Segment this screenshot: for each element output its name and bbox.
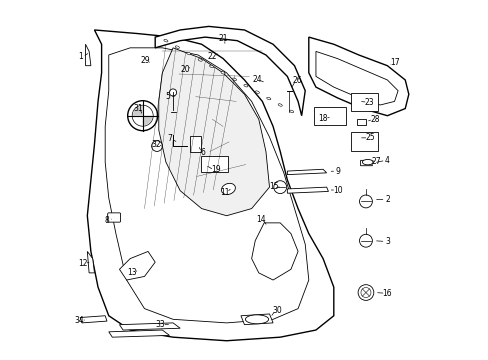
Circle shape	[169, 89, 176, 96]
Polygon shape	[133, 106, 142, 116]
Text: 27: 27	[370, 157, 380, 166]
Circle shape	[357, 285, 373, 300]
Text: 17: 17	[389, 58, 399, 67]
Text: 25: 25	[365, 133, 374, 142]
FancyBboxPatch shape	[107, 213, 121, 222]
Polygon shape	[108, 330, 169, 337]
Text: 9: 9	[335, 167, 340, 176]
Text: 34: 34	[75, 315, 84, 324]
FancyBboxPatch shape	[313, 107, 346, 125]
Ellipse shape	[221, 72, 224, 74]
Text: 5: 5	[165, 91, 170, 100]
PathPatch shape	[87, 30, 333, 341]
Ellipse shape	[362, 159, 372, 165]
Polygon shape	[80, 316, 107, 323]
Text: 4: 4	[384, 156, 389, 165]
Text: 22: 22	[207, 52, 217, 61]
Circle shape	[360, 288, 370, 297]
Text: 8: 8	[104, 216, 109, 225]
Polygon shape	[251, 223, 298, 280]
PathPatch shape	[159, 48, 269, 216]
Text: 26: 26	[292, 76, 302, 85]
Text: 11: 11	[220, 188, 229, 197]
Text: 3: 3	[384, 237, 389, 246]
Ellipse shape	[221, 183, 235, 194]
Circle shape	[273, 181, 286, 194]
Text: 14: 14	[255, 215, 265, 224]
Ellipse shape	[244, 85, 247, 87]
Ellipse shape	[278, 104, 282, 106]
Polygon shape	[119, 323, 180, 330]
Text: 18: 18	[318, 114, 327, 123]
Ellipse shape	[255, 91, 259, 93]
PathPatch shape	[315, 51, 397, 105]
Text: 10: 10	[333, 185, 342, 194]
Polygon shape	[87, 251, 94, 273]
Text: 6: 6	[201, 148, 205, 157]
Text: 28: 28	[369, 115, 379, 124]
Ellipse shape	[175, 46, 179, 48]
Text: 2: 2	[384, 195, 389, 204]
FancyBboxPatch shape	[190, 136, 200, 152]
Text: 24: 24	[252, 76, 261, 85]
Text: 21: 21	[218, 35, 227, 44]
Polygon shape	[85, 44, 91, 66]
Circle shape	[132, 105, 153, 126]
Text: 1: 1	[79, 52, 83, 61]
PathPatch shape	[105, 48, 308, 323]
Polygon shape	[241, 314, 272, 325]
Text: 13: 13	[127, 268, 137, 277]
Text: 19: 19	[211, 166, 220, 175]
Text: 16: 16	[382, 289, 391, 298]
Ellipse shape	[245, 315, 268, 324]
Ellipse shape	[163, 40, 167, 42]
FancyBboxPatch shape	[350, 93, 377, 111]
Text: 32: 32	[151, 140, 161, 149]
PathPatch shape	[155, 26, 305, 116]
Polygon shape	[360, 160, 372, 166]
Text: 15: 15	[268, 182, 278, 191]
Polygon shape	[356, 119, 365, 125]
Circle shape	[151, 141, 162, 152]
Text: 29: 29	[140, 56, 150, 65]
Text: 23: 23	[364, 98, 374, 107]
Polygon shape	[287, 169, 326, 175]
Ellipse shape	[266, 97, 270, 100]
Ellipse shape	[198, 59, 202, 61]
Text: 33: 33	[155, 320, 165, 329]
Polygon shape	[142, 116, 152, 125]
Ellipse shape	[186, 52, 190, 55]
Polygon shape	[287, 187, 328, 193]
FancyBboxPatch shape	[350, 132, 377, 151]
Ellipse shape	[209, 65, 213, 68]
Circle shape	[359, 195, 372, 208]
Ellipse shape	[232, 78, 236, 81]
Circle shape	[127, 101, 157, 131]
Text: 20: 20	[181, 66, 190, 75]
Ellipse shape	[289, 110, 293, 113]
Circle shape	[359, 234, 372, 247]
Text: 7: 7	[167, 134, 172, 143]
Text: 12: 12	[78, 260, 88, 269]
Text: 31: 31	[133, 104, 142, 113]
Polygon shape	[119, 251, 155, 280]
PathPatch shape	[308, 37, 408, 116]
FancyBboxPatch shape	[200, 157, 227, 172]
Text: 30: 30	[272, 306, 282, 315]
